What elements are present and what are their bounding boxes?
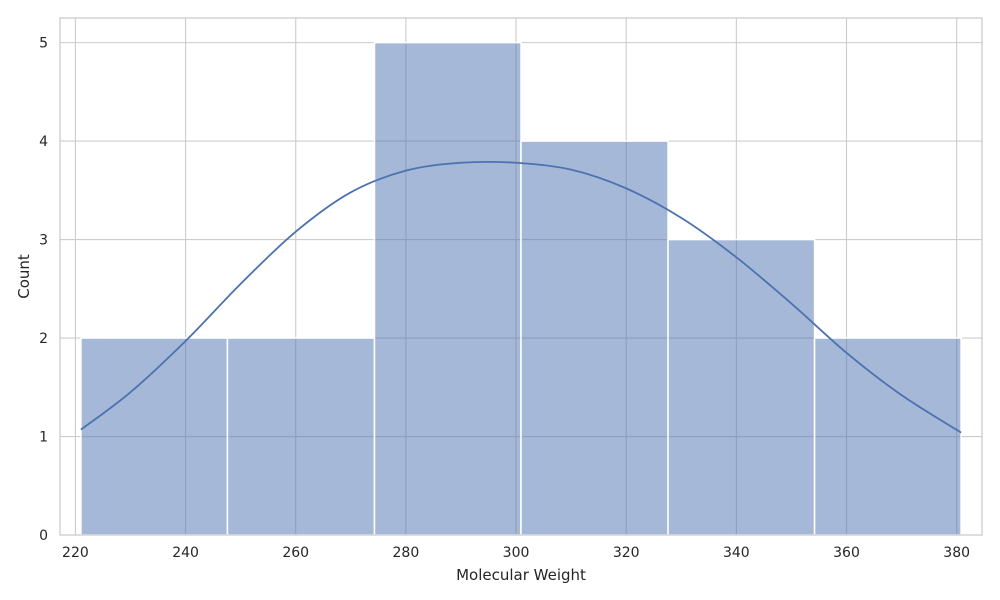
x-tick-label: 360	[833, 545, 860, 561]
y-tick-label: 5	[39, 36, 48, 52]
histogram-bar	[667, 238, 816, 536]
x-tick-label: 380	[943, 545, 970, 561]
histogram-bar	[80, 337, 229, 536]
x-tick-label: 280	[393, 545, 420, 561]
y-tick-label: 0	[39, 528, 48, 544]
x-tick-label: 340	[723, 545, 750, 561]
y-tick-label: 3	[39, 233, 48, 249]
y-tick-label: 1	[39, 430, 48, 446]
x-tick-label: 300	[503, 545, 530, 561]
x-tick-labels: 220 240 260 280 300 320 340 360 380	[62, 545, 970, 561]
x-tick-label: 320	[613, 545, 640, 561]
x-tick-label: 240	[172, 545, 199, 561]
histogram-bar	[813, 337, 962, 536]
histogram-bars	[80, 41, 962, 536]
x-axis-label: Molecular Weight	[456, 566, 586, 584]
y-tick-label: 4	[39, 134, 48, 150]
histogram-bar	[520, 140, 669, 536]
kde-curve-group	[80, 160, 962, 434]
x-tick-label: 260	[282, 545, 309, 561]
y-tick-label: 2	[39, 331, 48, 347]
plot-frame	[59, 17, 983, 536]
histogram-bar	[373, 41, 522, 536]
y-axis-label: Count	[15, 254, 33, 299]
histogram-bar	[226, 337, 376, 536]
x-tick-label: 220	[62, 545, 89, 561]
kde-line	[80, 160, 962, 434]
y-tick-labels: 0 1 2 3 4 5	[39, 36, 48, 544]
